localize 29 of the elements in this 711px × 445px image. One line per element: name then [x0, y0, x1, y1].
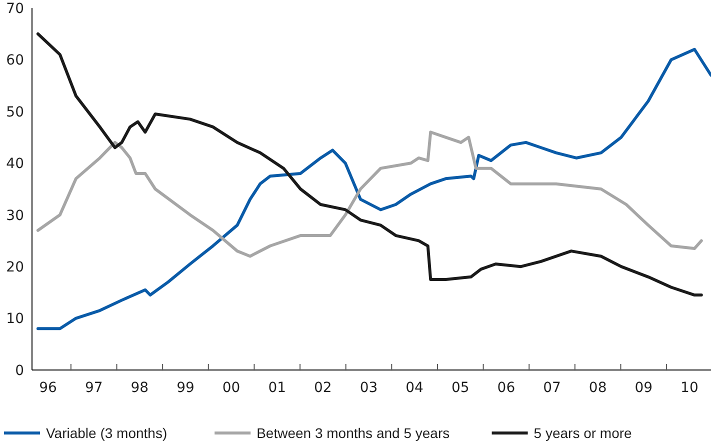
line-series: [36, 130, 703, 258]
x-tick-label: 04: [406, 380, 424, 396]
y-tick-label: 10: [6, 311, 24, 328]
x-tick-label: 02: [314, 380, 332, 396]
x-tick-label: 98: [130, 380, 149, 396]
line-series: [36, 32, 703, 297]
y-tick-label: 60: [6, 52, 24, 69]
x-tick-label: 00: [222, 380, 240, 396]
y-tick-label: 70: [6, 0, 24, 17]
line-series: [36, 48, 711, 330]
x-tick-label: 07: [543, 380, 561, 396]
x-tick-label: 05: [451, 380, 470, 396]
legend-label: Variable (3 months): [46, 424, 168, 441]
legend-label: 5 years or more: [534, 424, 632, 441]
x-tick-label: 03: [360, 380, 378, 396]
y-tick-label: 20: [6, 259, 24, 276]
y-tick-label: 40: [6, 156, 24, 172]
y-tick-label: 0: [15, 362, 24, 379]
y-tick-label: 50: [6, 104, 24, 120]
legend-label: Between 3 months and 5 years: [256, 424, 450, 441]
x-tick-label: 10: [680, 380, 698, 396]
y-tick-label: 30: [6, 208, 24, 224]
x-tick-label: 01: [268, 380, 286, 396]
x-tick-label: 97: [84, 380, 103, 396]
x-tick-label: 06: [497, 380, 516, 396]
x-tick-label: 99: [176, 380, 194, 396]
x-tick-label: 09: [634, 380, 653, 396]
x-tick-label: 08: [588, 380, 607, 396]
x-tick-label: 96: [39, 380, 58, 396]
